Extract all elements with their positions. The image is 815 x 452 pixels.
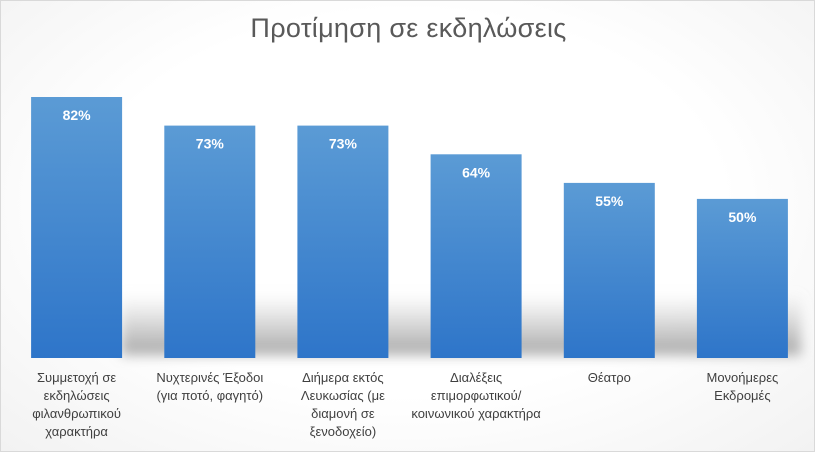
category-label-5: Θέατρο — [587, 370, 631, 385]
data-label-6: 50% — [728, 209, 757, 225]
bar-layer — [31, 97, 788, 358]
chart-title: Προτίμηση σε εκδηλώσεις — [250, 13, 567, 43]
data-label-1: 82% — [63, 107, 92, 123]
category-label-3: Διήμερα εκτός Λευκωσίας (με διαμονή σε ξ… — [300, 370, 385, 439]
data-label-3: 73% — [329, 136, 358, 152]
bar-3 — [297, 125, 389, 358]
data-label-layer: 82% 73% 73% 64% 55% 50% — [63, 107, 757, 225]
data-label-5: 55% — [595, 193, 624, 209]
data-label-4: 64% — [462, 164, 491, 180]
bar-4 — [430, 154, 522, 358]
bar-1 — [31, 97, 123, 358]
category-label-4: Διαλέξεις επιμορφωτικού/ κοινωνικού χαρα… — [411, 370, 541, 421]
data-label-2: 73% — [196, 136, 225, 152]
category-label-1: Συμμετοχή σε εκδηλώσεις φιλανθρωπικού χα… — [32, 370, 121, 439]
category-label-6: Μονοήμερες Εκδρομές — [706, 370, 779, 403]
category-label-2: Νυχτερινές Έξοδοι (για ποτό, φαγητό) — [156, 370, 264, 403]
bar-2 — [164, 125, 256, 358]
bar-5 — [563, 182, 655, 358]
bar-6 — [696, 198, 788, 358]
